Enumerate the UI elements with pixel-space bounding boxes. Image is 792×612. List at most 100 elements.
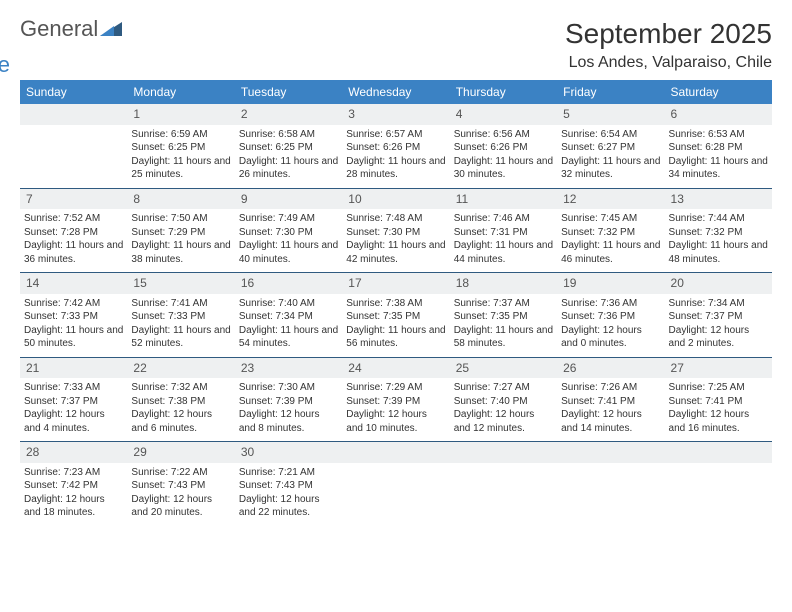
day-number: 18	[456, 276, 469, 290]
sunset-text: Sunset: 6:26 PM	[346, 141, 445, 155]
daynum-cell: 5	[557, 104, 664, 125]
daynum-row: 14151617181920	[20, 273, 772, 294]
day-number: 28	[26, 445, 39, 459]
daylight-text: Daylight: 12 hours and 0 minutes.	[561, 324, 660, 351]
day-number: 23	[241, 361, 254, 375]
daynum-cell: 9	[235, 189, 342, 210]
day-cell: Sunrise: 7:30 AMSunset: 7:39 PMDaylight:…	[235, 378, 342, 442]
day-number: 9	[241, 192, 248, 206]
title-block: September 2025 Los Andes, Valparaiso, Ch…	[565, 18, 772, 72]
day-number: 15	[133, 276, 146, 290]
day-header: Wednesday	[342, 80, 449, 104]
daylight-text: Daylight: 11 hours and 30 minutes.	[454, 155, 553, 182]
day-number: 4	[456, 107, 463, 121]
daynum-cell: 16	[235, 273, 342, 294]
day-cell: Sunrise: 6:56 AMSunset: 6:26 PMDaylight:…	[450, 125, 557, 189]
daynum-cell	[342, 442, 449, 463]
sunrise-text: Sunrise: 7:26 AM	[561, 381, 660, 395]
day-number: 2	[241, 107, 248, 121]
daylight-text: Daylight: 11 hours and 25 minutes.	[131, 155, 230, 182]
sunrise-text: Sunrise: 7:49 AM	[239, 212, 338, 226]
sunrise-text: Sunrise: 7:44 AM	[669, 212, 768, 226]
day-number: 16	[241, 276, 254, 290]
sunrise-text: Sunrise: 6:59 AM	[131, 128, 230, 142]
day-cell: Sunrise: 7:42 AMSunset: 7:33 PMDaylight:…	[20, 294, 127, 358]
day-cell: Sunrise: 7:33 AMSunset: 7:37 PMDaylight:…	[20, 378, 127, 442]
daylight-text: Daylight: 12 hours and 6 minutes.	[131, 408, 230, 435]
content-row: Sunrise: 7:33 AMSunset: 7:37 PMDaylight:…	[20, 378, 772, 442]
daynum-cell: 11	[450, 189, 557, 210]
sunrise-text: Sunrise: 7:40 AM	[239, 297, 338, 311]
day-number: 26	[563, 361, 576, 375]
daynum-cell: 24	[342, 358, 449, 379]
sunset-text: Sunset: 7:37 PM	[669, 310, 768, 324]
daynum-cell: 1	[127, 104, 234, 125]
content-row: Sunrise: 7:52 AMSunset: 7:28 PMDaylight:…	[20, 209, 772, 273]
sunset-text: Sunset: 7:32 PM	[669, 226, 768, 240]
day-cell: Sunrise: 7:32 AMSunset: 7:38 PMDaylight:…	[127, 378, 234, 442]
sunrise-text: Sunrise: 7:21 AM	[239, 466, 338, 480]
sunrise-text: Sunrise: 7:42 AM	[24, 297, 123, 311]
daynum-cell: 22	[127, 358, 234, 379]
day-cell: Sunrise: 7:49 AMSunset: 7:30 PMDaylight:…	[235, 209, 342, 273]
daynum-row: 28 29 30	[20, 442, 772, 463]
content-row: Sunrise: 6:59 AMSunset: 6:25 PMDaylight:…	[20, 125, 772, 189]
sunrise-text: Sunrise: 7:38 AM	[346, 297, 445, 311]
sunset-text: Sunset: 7:41 PM	[669, 395, 768, 409]
day-number: 7	[26, 192, 33, 206]
daynum-cell: 6	[665, 104, 772, 125]
day-number: 5	[563, 107, 570, 121]
daylight-text: Daylight: 11 hours and 34 minutes.	[669, 155, 768, 182]
logo-triangle-icon	[100, 20, 122, 40]
day-number: 20	[671, 276, 684, 290]
daylight-text: Daylight: 12 hours and 18 minutes.	[24, 493, 123, 520]
header: General Blue September 2025 Los Andes, V…	[20, 18, 772, 72]
daynum-cell: 30	[235, 442, 342, 463]
content-row: Sunrise: 7:23 AMSunset: 7:42 PMDaylight:…	[20, 463, 772, 526]
daylight-text: Daylight: 11 hours and 28 minutes.	[346, 155, 445, 182]
daylight-text: Daylight: 12 hours and 2 minutes.	[669, 324, 768, 351]
day-cell: Sunrise: 6:54 AMSunset: 6:27 PMDaylight:…	[557, 125, 664, 189]
sunrise-text: Sunrise: 7:23 AM	[24, 466, 123, 480]
sunset-text: Sunset: 6:28 PM	[669, 141, 768, 155]
day-number: 30	[241, 445, 254, 459]
sunset-text: Sunset: 7:36 PM	[561, 310, 660, 324]
day-number: 29	[133, 445, 146, 459]
day-header-row: Sunday Monday Tuesday Wednesday Thursday…	[20, 80, 772, 104]
day-cell: Sunrise: 6:58 AMSunset: 6:25 PMDaylight:…	[235, 125, 342, 189]
day-cell	[342, 463, 449, 526]
daynum-cell	[665, 442, 772, 463]
daynum-cell: 4	[450, 104, 557, 125]
daynum-cell: 20	[665, 273, 772, 294]
sunrise-text: Sunrise: 7:34 AM	[669, 297, 768, 311]
daylight-text: Daylight: 11 hours and 36 minutes.	[24, 239, 123, 266]
day-number: 11	[456, 192, 468, 206]
sunset-text: Sunset: 7:42 PM	[24, 479, 123, 493]
day-header: Tuesday	[235, 80, 342, 104]
sunset-text: Sunset: 7:38 PM	[131, 395, 230, 409]
day-cell: Sunrise: 6:57 AMSunset: 6:26 PMDaylight:…	[342, 125, 449, 189]
day-cell: Sunrise: 6:53 AMSunset: 6:28 PMDaylight:…	[665, 125, 772, 189]
sunrise-text: Sunrise: 6:58 AM	[239, 128, 338, 142]
daynum-cell: 10	[342, 189, 449, 210]
daynum-cell	[450, 442, 557, 463]
day-header: Saturday	[665, 80, 772, 104]
day-cell: Sunrise: 7:22 AMSunset: 7:43 PMDaylight:…	[127, 463, 234, 526]
sunset-text: Sunset: 7:41 PM	[561, 395, 660, 409]
sunset-text: Sunset: 6:27 PM	[561, 141, 660, 155]
daylight-text: Daylight: 11 hours and 32 minutes.	[561, 155, 660, 182]
sunset-text: Sunset: 7:30 PM	[346, 226, 445, 240]
daylight-text: Daylight: 11 hours and 56 minutes.	[346, 324, 445, 351]
day-cell: Sunrise: 7:25 AMSunset: 7:41 PMDaylight:…	[665, 378, 772, 442]
day-number: 22	[133, 361, 146, 375]
sunset-text: Sunset: 7:32 PM	[561, 226, 660, 240]
day-cell: Sunrise: 6:59 AMSunset: 6:25 PMDaylight:…	[127, 125, 234, 189]
sunrise-text: Sunrise: 7:48 AM	[346, 212, 445, 226]
sunset-text: Sunset: 7:29 PM	[131, 226, 230, 240]
day-cell: Sunrise: 7:50 AMSunset: 7:29 PMDaylight:…	[127, 209, 234, 273]
day-number: 13	[671, 192, 684, 206]
sunrise-text: Sunrise: 7:32 AM	[131, 381, 230, 395]
sunrise-text: Sunrise: 6:56 AM	[454, 128, 553, 142]
sunset-text: Sunset: 7:31 PM	[454, 226, 553, 240]
sunset-text: Sunset: 7:43 PM	[239, 479, 338, 493]
